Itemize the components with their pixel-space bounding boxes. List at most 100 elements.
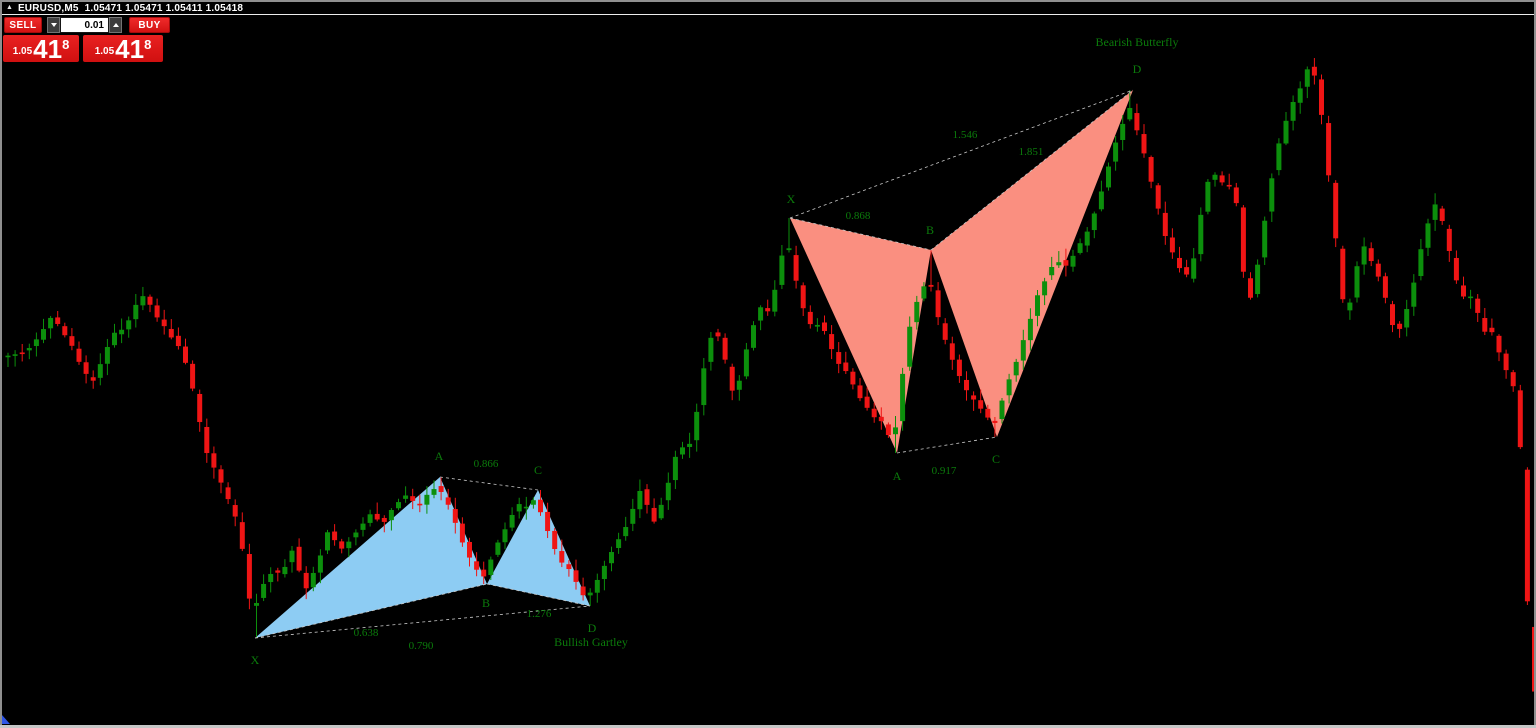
candle-body <box>594 579 600 593</box>
candle-body <box>999 400 1005 420</box>
candle-body <box>1283 120 1289 144</box>
candle-body <box>268 573 274 583</box>
pattern-guide-line <box>789 217 932 251</box>
candle-body <box>523 506 529 509</box>
volume-input[interactable] <box>60 17 109 33</box>
candle-body <box>538 499 543 513</box>
candle-body <box>1063 260 1069 266</box>
candle-body <box>1453 257 1459 281</box>
candle-body <box>261 583 267 598</box>
volume-decrease-button[interactable] <box>47 17 60 33</box>
candle-body <box>644 489 650 505</box>
pattern-point-label: A <box>893 469 902 483</box>
candle-body <box>239 522 245 549</box>
candle-body <box>1098 191 1104 210</box>
pattern-ratio-label: 0.790 <box>409 640 434 652</box>
candle-body <box>1425 223 1431 248</box>
candle-body <box>33 339 39 347</box>
candle-body <box>1240 207 1246 272</box>
candle-body <box>1517 390 1523 448</box>
candle-body <box>481 569 487 577</box>
candle-body <box>467 541 472 558</box>
candle-body <box>1148 157 1154 182</box>
pattern-ratio-label: 0.917 <box>932 465 957 477</box>
candle-body <box>1290 102 1296 121</box>
candle-body <box>5 355 11 358</box>
pattern-fill-bullish-gartley <box>255 477 487 638</box>
pattern-point-label: D <box>588 621 597 635</box>
candle-body <box>438 486 444 493</box>
candle-body <box>154 305 160 318</box>
candle-body <box>211 453 217 468</box>
candle-body <box>1127 107 1133 120</box>
candle-body <box>545 511 551 532</box>
candle-body <box>502 529 508 543</box>
candle-body <box>1013 361 1019 376</box>
candle-body <box>992 420 998 423</box>
candle-body <box>76 348 82 362</box>
pattern-point-label: A <box>435 449 444 463</box>
candle-body <box>680 447 685 455</box>
buy-button[interactable]: BUY <box>129 17 170 33</box>
candle-body <box>1397 323 1403 329</box>
candle-body <box>218 469 224 483</box>
candle-body <box>935 290 941 318</box>
sell-quote-box[interactable]: 1.05 41 8 <box>3 35 79 62</box>
pattern-ratio-label: 1.851 <box>1019 146 1044 158</box>
arrow-down-icon <box>50 23 57 27</box>
pattern-point-label: C <box>992 452 1000 466</box>
candle-body <box>1432 204 1438 220</box>
candle-body <box>1212 174 1218 180</box>
candle-body <box>708 337 714 362</box>
candle-body <box>814 324 820 327</box>
candle-body <box>687 443 693 447</box>
candle-body <box>62 326 68 336</box>
volume-increase-button[interactable] <box>109 17 122 33</box>
candle-body <box>1035 295 1040 316</box>
pattern-fill-bearish-butterfly <box>790 218 931 453</box>
candle-body <box>296 546 302 571</box>
candle-body <box>971 395 977 400</box>
candle-body <box>729 366 735 391</box>
candle-body <box>914 301 920 323</box>
candle-body <box>587 592 593 596</box>
sell-button[interactable]: SELL <box>4 17 42 33</box>
candle-body <box>878 416 884 422</box>
candle-body <box>694 411 700 441</box>
window-title: EURUSD,M5 1.05471 1.05471 1.05411 1.0541… <box>17 2 244 14</box>
candle-body <box>1489 327 1495 333</box>
candle-body <box>1042 281 1048 296</box>
candle-body <box>1354 266 1360 298</box>
buy-quote-box[interactable]: 1.05 41 8 <box>83 35 163 62</box>
candle-body <box>346 541 352 549</box>
candle-body <box>1319 79 1324 115</box>
candle-body <box>1411 282 1417 307</box>
candle-body <box>793 255 799 281</box>
candle-body <box>1162 212 1168 237</box>
chart-shift-marker[interactable] <box>2 715 10 724</box>
candle-body <box>509 514 515 528</box>
candle-body <box>1524 469 1530 602</box>
candle-body <box>1198 214 1204 255</box>
candle-body <box>1340 248 1346 300</box>
candle-body <box>289 550 295 563</box>
candle-body <box>765 308 771 312</box>
candle-body <box>325 532 330 551</box>
collapse-icon[interactable]: ▲ <box>6 4 13 11</box>
candle-body <box>956 359 962 377</box>
candle-body <box>254 603 259 606</box>
candle-body <box>822 322 827 332</box>
candle-body <box>367 514 373 523</box>
candle-body <box>1084 231 1090 246</box>
candle-body <box>410 496 416 501</box>
candle-body <box>97 364 103 378</box>
pattern-guide-line <box>254 605 591 639</box>
candle-body <box>1177 257 1182 269</box>
window-border-right <box>1534 0 1536 728</box>
candle-body <box>1049 267 1055 276</box>
candle-body <box>388 509 394 521</box>
candle-body <box>836 352 842 364</box>
candle-body <box>112 332 117 346</box>
candle-body <box>1482 318 1488 332</box>
